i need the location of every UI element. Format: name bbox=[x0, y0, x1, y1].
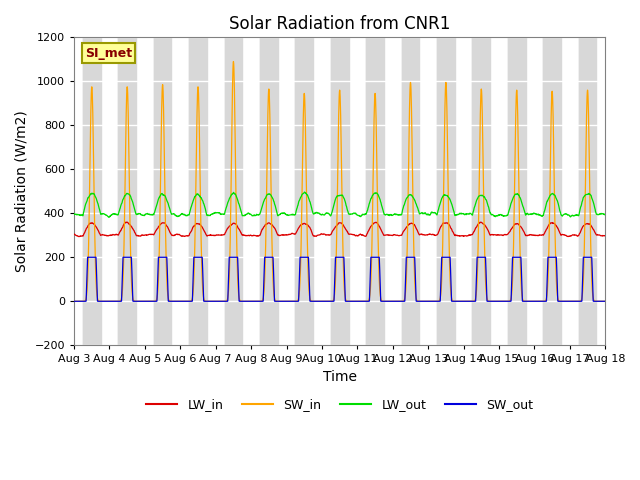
Bar bbox=[172, 37, 189, 345]
Bar bbox=[543, 37, 561, 345]
Bar bbox=[331, 37, 349, 345]
Bar bbox=[525, 37, 543, 345]
Bar bbox=[207, 37, 225, 345]
Bar bbox=[260, 37, 278, 345]
Bar bbox=[100, 37, 118, 345]
Bar bbox=[83, 37, 100, 345]
Bar bbox=[83, 37, 100, 345]
Bar bbox=[225, 37, 243, 345]
Bar bbox=[419, 37, 437, 345]
Bar bbox=[118, 37, 136, 345]
X-axis label: Time: Time bbox=[323, 370, 356, 384]
Bar bbox=[331, 37, 349, 345]
Title: Solar Radiation from CNR1: Solar Radiation from CNR1 bbox=[229, 15, 451, 33]
Bar bbox=[225, 37, 243, 345]
Bar bbox=[349, 37, 366, 345]
Bar bbox=[543, 37, 561, 345]
Bar bbox=[189, 37, 207, 345]
Bar bbox=[243, 37, 260, 345]
Bar bbox=[579, 37, 596, 345]
Bar bbox=[296, 37, 313, 345]
Bar bbox=[260, 37, 278, 345]
Legend: LW_in, SW_in, LW_out, SW_out: LW_in, SW_in, LW_out, SW_out bbox=[141, 393, 538, 416]
Bar bbox=[455, 37, 472, 345]
Y-axis label: Solar Radiation (W/m2): Solar Radiation (W/m2) bbox=[15, 110, 29, 272]
Bar bbox=[614, 37, 632, 345]
Bar bbox=[384, 37, 402, 345]
Bar bbox=[508, 37, 525, 345]
Bar bbox=[508, 37, 525, 345]
Bar bbox=[118, 37, 136, 345]
Text: SI_met: SI_met bbox=[84, 47, 132, 60]
Bar bbox=[490, 37, 508, 345]
Bar bbox=[437, 37, 455, 345]
Bar bbox=[296, 37, 313, 345]
Bar bbox=[154, 37, 172, 345]
Bar bbox=[136, 37, 154, 345]
Bar bbox=[154, 37, 172, 345]
Bar bbox=[437, 37, 455, 345]
Bar bbox=[366, 37, 384, 345]
Bar bbox=[65, 37, 83, 345]
Bar bbox=[596, 37, 614, 345]
Bar bbox=[189, 37, 207, 345]
Bar bbox=[366, 37, 384, 345]
Bar bbox=[579, 37, 596, 345]
Bar bbox=[402, 37, 419, 345]
Bar bbox=[313, 37, 331, 345]
Bar bbox=[472, 37, 490, 345]
Bar bbox=[472, 37, 490, 345]
Bar bbox=[402, 37, 419, 345]
Bar bbox=[561, 37, 579, 345]
Bar bbox=[278, 37, 296, 345]
